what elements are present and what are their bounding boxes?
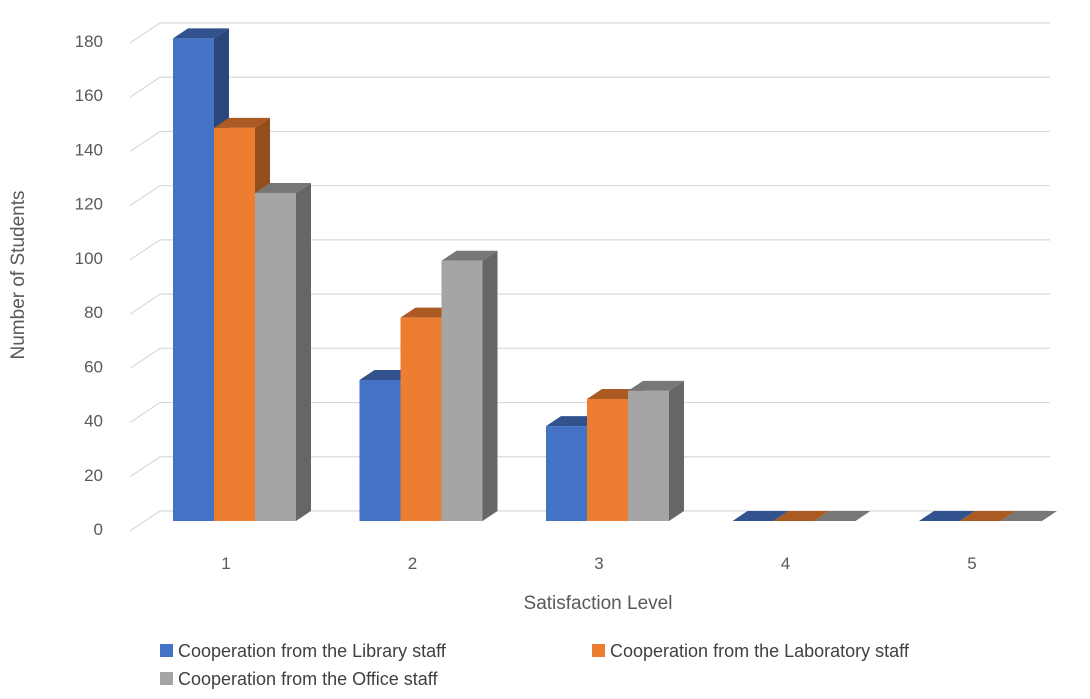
gridline (129, 130, 1050, 152)
bar-2-series-3 (441, 250, 498, 521)
y-axis-title: Number of Students (8, 191, 29, 360)
x-tick-label: 2 (408, 554, 417, 573)
bar-5-series-2 (960, 511, 1016, 521)
bar-4-series-2 (773, 511, 830, 521)
bar-5-series-3 (1001, 511, 1057, 521)
bar-front (400, 317, 442, 521)
y-tick-label: 120 (75, 195, 103, 214)
bar-front (214, 127, 255, 521)
legend: Cooperation from the Library staff Cooper… (160, 641, 910, 689)
bar-top (1001, 511, 1057, 521)
bar-top (173, 28, 229, 39)
y-tick-label: 80 (84, 303, 103, 322)
bar-top (255, 182, 311, 193)
x-tick-label: 3 (594, 554, 603, 573)
bar-front (587, 399, 628, 521)
gridline (129, 347, 1050, 369)
gridline (129, 293, 1050, 315)
gridline (129, 76, 1050, 98)
bar-top (628, 380, 684, 391)
bar-5-series-1 (919, 511, 975, 521)
bar-side (482, 250, 498, 521)
gridline (129, 185, 1050, 207)
legend-swatch (160, 672, 173, 685)
y-tick-label: 60 (84, 357, 103, 376)
legend-label: Cooperation from the Office staff (178, 669, 438, 689)
y-tick-label: 20 (84, 466, 103, 485)
bar-3-series-3 (628, 380, 684, 521)
bar-side (669, 380, 684, 521)
x-tick-label: 5 (967, 554, 976, 573)
y-tick-label: 140 (75, 140, 103, 159)
bar-front (628, 390, 669, 521)
legend-swatch (592, 644, 605, 657)
x-axis-title: Satisfaction Level (524, 593, 673, 614)
legend-label: Cooperation from the Library staff (178, 641, 447, 661)
gridline (129, 401, 1050, 424)
bar-front (546, 426, 587, 521)
bar-front (173, 38, 214, 522)
bar-front (255, 192, 296, 521)
legend-label: Cooperation from the Laboratory staff (610, 641, 910, 661)
gridline (129, 456, 1050, 478)
legend-item: Cooperation from the Library staff (160, 641, 447, 661)
y-tick-label: 0 (94, 520, 103, 539)
y-tick-label: 100 (75, 249, 103, 268)
bar-top (814, 511, 871, 521)
bar-1-series-3 (255, 182, 311, 521)
gridlines (129, 22, 1050, 532)
y-tick-label: 40 (84, 412, 103, 431)
bar-top (773, 511, 830, 521)
bar-top (919, 511, 975, 521)
x-tick-label: 1 (221, 554, 230, 573)
bar-4-series-1 (732, 511, 789, 521)
x-tick-labels: 1 2 3 4 5 (221, 554, 976, 573)
legend-item: Cooperation from the Laboratory staff (592, 641, 910, 661)
legend-item: Cooperation from the Office staff (160, 669, 438, 689)
bar-top (732, 511, 789, 521)
bar-side (296, 182, 311, 521)
x-tick-label: 4 (781, 554, 790, 573)
y-tick-label: 180 (75, 32, 103, 51)
bar-front (359, 380, 401, 521)
gridline (129, 22, 1050, 44)
bar-front (441, 260, 483, 521)
bar-top (441, 250, 498, 261)
legend-swatch (160, 644, 173, 657)
bar-top (960, 511, 1016, 521)
bar-4-series-3 (814, 511, 871, 521)
y-tick-label: 160 (75, 86, 103, 105)
bars (173, 28, 1057, 522)
y-tick-labels: 0 20 40 60 80 100 120 140 160 180 (75, 32, 103, 539)
bar-top (214, 117, 270, 128)
gridline (129, 239, 1050, 261)
